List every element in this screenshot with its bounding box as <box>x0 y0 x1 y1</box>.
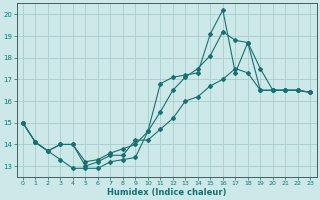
X-axis label: Humidex (Indice chaleur): Humidex (Indice chaleur) <box>107 188 226 197</box>
